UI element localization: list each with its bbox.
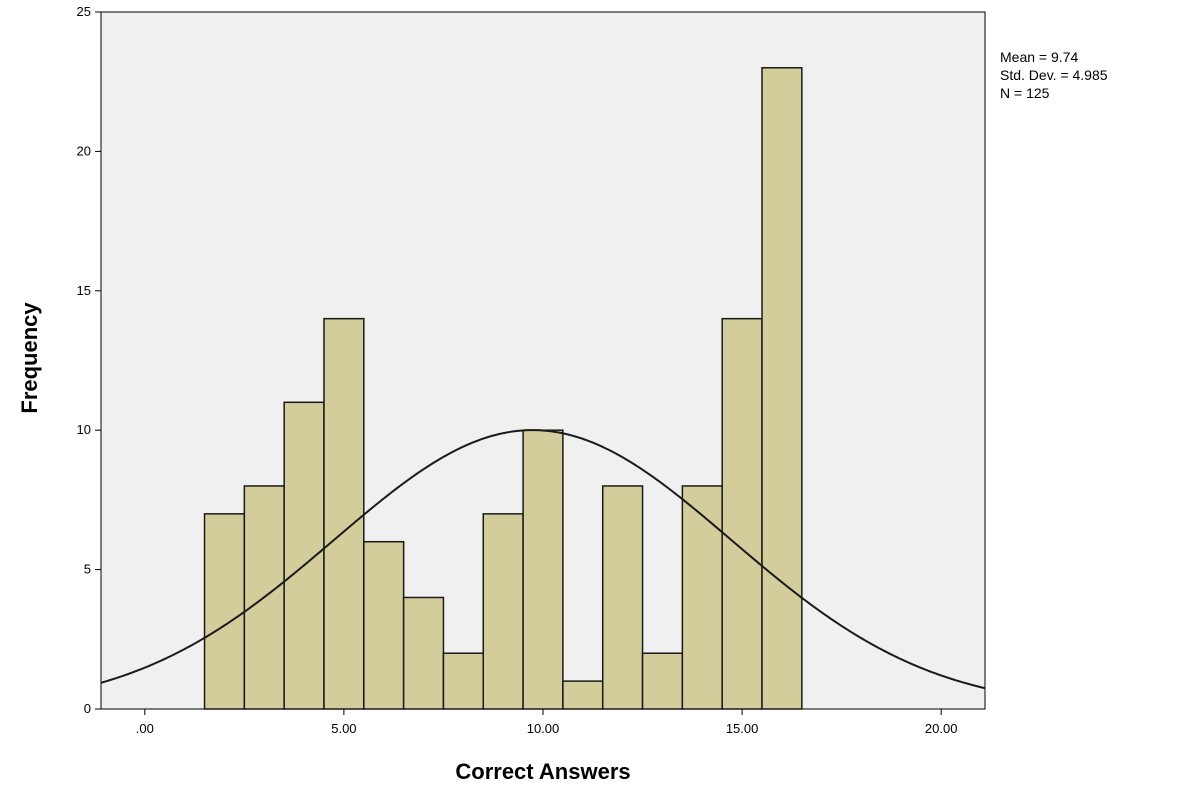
stat-mean: Mean = 9.74 [1000, 49, 1078, 65]
histogram-bar [641, 652, 684, 710]
normal-curve [100, 429, 986, 690]
x-tick-label: 10.00 [527, 721, 560, 736]
histogram-bar [203, 513, 246, 710]
histogram-bar [482, 513, 524, 710]
histogram-bars [203, 67, 803, 710]
histogram-bar [721, 317, 763, 710]
histogram-bar [402, 596, 445, 710]
stat-std-dev: Std. Dev. = 4.985 [1000, 67, 1108, 83]
y-tick-label: 10 [77, 422, 91, 437]
histogram-bar [323, 317, 365, 710]
histogram-bar [363, 540, 405, 710]
histogram-bar [522, 429, 564, 710]
y-axis-title: Frequency [17, 302, 42, 414]
x-axis: .00 5.00 10.00 15.00 20.00 [136, 709, 958, 736]
y-tick-label: 0 [84, 701, 91, 716]
histogram-bar [283, 401, 325, 710]
histogram-bar [761, 67, 803, 710]
histogram-bar [601, 485, 644, 710]
y-tick-label: 25 [77, 4, 91, 19]
y-axis: 0 5 10 15 20 25 [77, 4, 101, 716]
histogram-bar [442, 652, 485, 710]
x-tick-label: 20.00 [925, 721, 958, 736]
x-tick-label: 5.00 [331, 721, 356, 736]
x-axis-title: Correct Answers [455, 759, 630, 784]
stats-box: Mean = 9.74 Std. Dev. = 4.985 N = 125 [1000, 49, 1108, 101]
y-tick-label: 20 [77, 143, 91, 158]
stat-n: N = 125 [1000, 85, 1050, 101]
y-tick-label: 15 [77, 283, 91, 298]
x-tick-label: .00 [136, 721, 154, 736]
x-tick-label: 15.00 [726, 721, 759, 736]
histogram-bar [562, 680, 604, 710]
histogram-bar [681, 485, 723, 710]
y-tick-label: 5 [84, 562, 91, 577]
